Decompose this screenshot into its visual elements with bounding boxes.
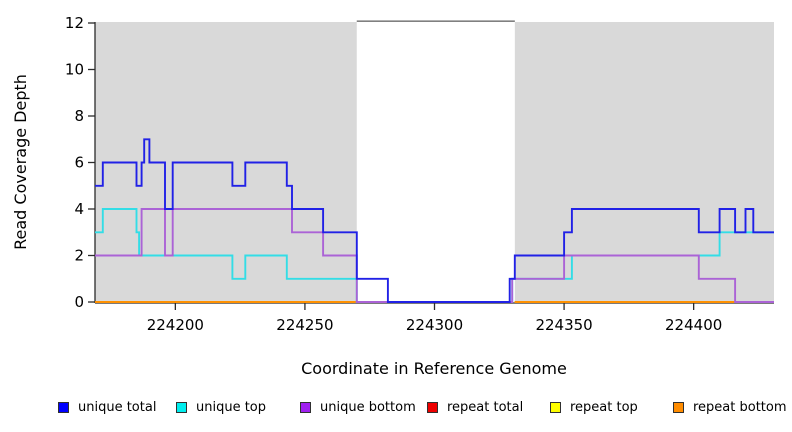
legend-label: unique total [78, 399, 157, 415]
legend-item-repeat-total: repeat total [427, 398, 523, 416]
series-unique-top [95, 208, 774, 303]
x-tick-label: 224250 [276, 316, 333, 334]
x-tick-label: 224400 [665, 316, 722, 334]
no-data-region [356, 20, 515, 304]
axes: 0 2 4 6 8 10 12 224200 224250 224300 224350 224400 [65, 14, 774, 334]
legend-swatch-icon [550, 401, 561, 413]
legend-label: repeat bottom [693, 399, 787, 415]
y-tick-label: 10 [65, 61, 84, 79]
legend-swatch-icon [300, 401, 311, 413]
legend-label: repeat total [447, 399, 524, 415]
series-unique-bottom [95, 208, 774, 303]
x-tick-label: 224350 [535, 316, 592, 334]
y-tick-label: 12 [65, 14, 84, 32]
y-tick-label: 2 [74, 247, 84, 265]
legend-label: unique bottom [320, 399, 416, 415]
legend-item-unique-bottom: unique bottom [300, 398, 416, 416]
legend-item-repeat-top: repeat top [550, 398, 638, 416]
x-tick-label: 224200 [147, 316, 204, 334]
legend: unique total unique top unique bottom repea… [0, 398, 792, 422]
y-tick-label: 0 [74, 293, 84, 311]
y-tick-label: 6 [74, 154, 84, 172]
y-tick-label: 4 [74, 200, 84, 218]
legend-item-repeat-bottom: repeat bottom [673, 398, 787, 416]
y-axis-label: Read Coverage Depth [11, 74, 30, 250]
legend-swatch-icon [427, 401, 438, 413]
legend-swatch-icon [58, 401, 69, 413]
legend-label: unique top [196, 399, 267, 415]
coverage-series [95, 138, 774, 303]
x-tick-label: 224300 [406, 316, 463, 334]
legend-swatch-icon [176, 401, 187, 413]
series-unique-total [95, 138, 774, 303]
legend-swatch-icon [673, 401, 684, 413]
x-axis-label: Coordinate in Reference Genome [301, 359, 567, 378]
y-tick-label: 8 [74, 107, 84, 125]
legend-item-unique-top: unique top [176, 398, 266, 416]
legend-label: repeat top [570, 399, 638, 415]
legend-item-unique-total: unique total [58, 398, 156, 416]
